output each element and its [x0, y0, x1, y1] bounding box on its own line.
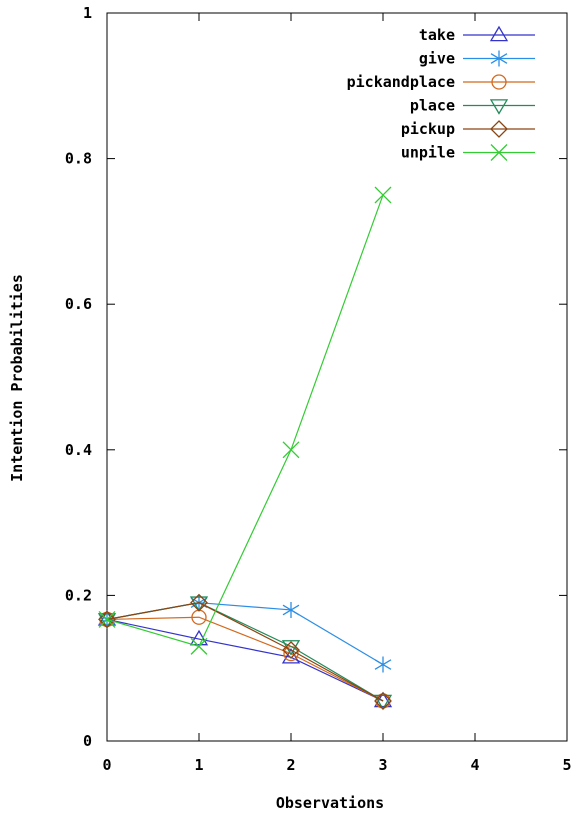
x-tick-label: 1 — [194, 756, 203, 774]
x-tick-label: 0 — [102, 756, 111, 774]
x-tick-label: 4 — [470, 756, 479, 774]
data-point-pickup — [190, 593, 208, 612]
data-point-unpile — [190, 637, 208, 655]
legend-marker — [491, 74, 507, 90]
data-point-pickup — [374, 692, 392, 710]
series-line-pickandplace — [106, 616, 384, 702]
legend-label: pickup — [401, 120, 455, 138]
series-line-take — [106, 618, 384, 702]
data-point-place — [373, 694, 393, 711]
legend-label: pickandplace — [347, 73, 455, 91]
legend-marker — [489, 25, 509, 42]
data-point-pickup — [98, 610, 116, 629]
legend-label: take — [419, 26, 455, 44]
y-tick-label: 0 — [83, 732, 92, 750]
y-tick-label: 0.6 — [65, 295, 92, 313]
legend-item-give: give — [419, 50, 535, 68]
legend-marker — [490, 50, 508, 67]
x-tick-label: 5 — [562, 756, 571, 774]
data-point-unpile — [282, 441, 300, 459]
series-give — [98, 594, 392, 673]
series-pickup — [98, 593, 392, 710]
series-unpile — [98, 186, 392, 655]
plot-frame — [106, 12, 568, 742]
legend-marker — [490, 120, 508, 138]
data-point-give — [374, 656, 392, 673]
y-tick-label: 0.2 — [65, 586, 92, 604]
series-place — [97, 596, 393, 711]
series-line-place — [106, 602, 384, 702]
series-line-unpile — [106, 194, 384, 648]
legend-item-unpile: unpile — [401, 144, 535, 162]
legend-item-place: place — [410, 97, 535, 115]
x-axis-ticks: 0 1 2 3 4 5 — [102, 13, 572, 774]
data-point-unpile — [98, 610, 116, 628]
legend-marker — [490, 144, 508, 161]
data-point-take — [373, 691, 393, 708]
series-line-pickup — [106, 602, 384, 702]
legend-label: give — [419, 50, 455, 68]
legend-label: unpile — [401, 144, 455, 162]
y-axis-title: Intention Probabilities — [8, 274, 26, 482]
y-tick-label: 1 — [83, 4, 92, 22]
y-tick-label: 0.4 — [65, 441, 92, 459]
legend-marker — [489, 99, 509, 115]
data-point-give — [282, 601, 300, 618]
x-tick-label: 2 — [286, 756, 295, 774]
y-axis-ticks: 0 0.2 0.4 0.6 0.8 1 — [65, 4, 567, 750]
x-axis-title: Observations — [276, 794, 384, 812]
x-tick-label: 3 — [378, 756, 387, 774]
legend-item-take: take — [419, 25, 535, 44]
series-layer — [97, 186, 393, 711]
legend-item-pickandplace: pickandplace — [347, 73, 535, 91]
data-point-unpile — [374, 186, 392, 204]
legend: take give pickandplace place pickup unpile — [347, 25, 535, 162]
legend-item-pickup: pickup — [401, 120, 535, 138]
data-point-pickup — [282, 641, 300, 659]
legend-label: place — [410, 97, 455, 115]
y-tick-label: 0.8 — [65, 150, 92, 168]
